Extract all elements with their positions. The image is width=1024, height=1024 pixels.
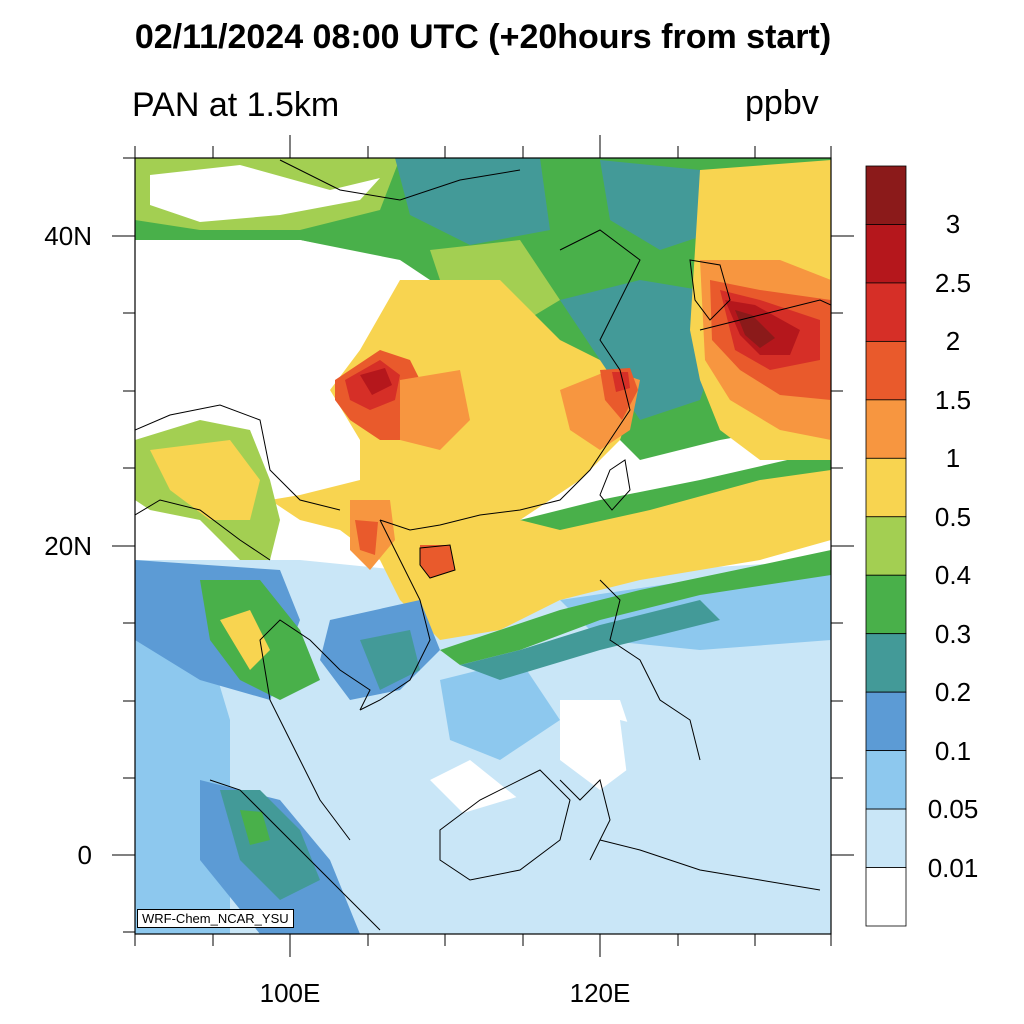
colorbar-swatch <box>865 574 907 635</box>
colorbar-label: 2 <box>945 326 961 357</box>
colorbar-label: 1.5 <box>934 384 972 415</box>
colorbar-swatch <box>865 224 907 284</box>
units-label: ppbv <box>745 84 819 122</box>
lat-label-20n: 20N <box>44 531 92 561</box>
colorbar-label: 0.2 <box>934 677 972 708</box>
colorbar-label: 0.05 <box>927 794 979 825</box>
colorbar-swatch <box>865 282 907 342</box>
map-title: 02/11/2024 08:00 UTC (+20hours from star… <box>134 18 832 56</box>
colorbar-label: 0.4 <box>934 560 972 591</box>
colorbar-swatch <box>865 750 907 810</box>
colorbar-swatch <box>865 867 907 927</box>
colorbar-swatch <box>865 516 907 576</box>
colorbar <box>865 165 907 927</box>
colorbar-label: 0.1 <box>934 735 972 766</box>
colorbar-swatch <box>865 808 907 868</box>
colorbar-swatch <box>865 691 907 752</box>
colorbar-swatch <box>865 340 907 401</box>
colorbar-swatch <box>865 165 907 225</box>
colorbar-label: 0.01 <box>927 852 979 883</box>
colorbar-swatch <box>865 457 907 518</box>
colorbar-label: 0.3 <box>934 618 972 649</box>
colorbar-swatch <box>865 399 907 459</box>
axis-ticks <box>112 135 854 957</box>
lon-label-100e: 100E <box>259 978 321 1008</box>
variable-label: PAN at 1.5km <box>132 86 340 124</box>
model-credit: WRF-Chem_NCAR_YSU <box>137 909 294 928</box>
colorbar-label: 1 <box>945 443 961 474</box>
colorbar-label: 3 <box>945 209 961 240</box>
colorbar-label: 2.5 <box>934 267 972 298</box>
lon-label-120e: 120E <box>569 978 631 1008</box>
coastlines <box>135 159 831 931</box>
lat-label-40n: 40N <box>44 221 92 251</box>
pan-concentration-field <box>135 158 831 934</box>
colorbar-swatch <box>865 633 907 693</box>
colorbar-label: 0.5 <box>934 501 972 532</box>
lat-label-0: 0 <box>77 840 92 870</box>
